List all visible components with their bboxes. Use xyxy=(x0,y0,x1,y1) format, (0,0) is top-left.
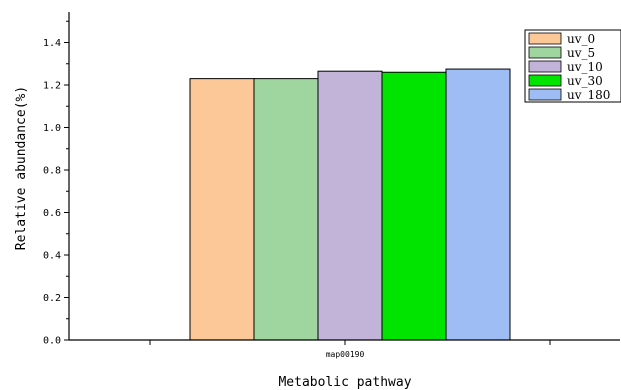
y-tick-label: 0.0 xyxy=(43,336,61,347)
bar-uv-180 xyxy=(445,68,511,341)
y-tick-label: 0.2 xyxy=(43,293,61,304)
y-tick-label: 1.4 xyxy=(43,38,61,49)
legend-swatch-uv-10 xyxy=(528,60,562,73)
bar-uv-0 xyxy=(189,78,255,341)
y-tick-label: 0.8 xyxy=(43,166,61,177)
legend-swatch-uv-5 xyxy=(528,46,562,59)
y-axis-ticks: 0.0 0.2 0.4 0.6 0.8 1.0 1.2 1.4 xyxy=(43,20,69,347)
bar-uv-5 xyxy=(253,78,319,341)
legend-label-uv-0: uv_0 xyxy=(567,32,595,46)
x-axis-title: Metabolic pathway xyxy=(278,375,411,390)
y-axis-title: Relative abundance(%) xyxy=(14,86,29,250)
y-tick-label: 0.4 xyxy=(43,251,61,262)
y-tick-label: 0.6 xyxy=(43,208,61,219)
x-tick-label-map00190: map00190 xyxy=(326,350,365,359)
legend-swatch-uv-0 xyxy=(528,32,562,45)
legend-label-uv-5: uv_5 xyxy=(567,46,595,60)
bar-uv-10 xyxy=(317,70,383,341)
y-tick-label: 1.2 xyxy=(43,81,61,92)
bars xyxy=(189,68,511,341)
legend-swatch-uv-30 xyxy=(528,74,562,87)
legend-label-uv-10: uv_10 xyxy=(567,60,603,74)
y-tick-label: 1.0 xyxy=(43,123,61,134)
x-axis-ticks xyxy=(149,340,551,345)
legend-label-uv-30: uv_30 xyxy=(567,74,603,88)
legend-swatch-uv-180 xyxy=(528,88,562,101)
bar-uv-30 xyxy=(381,71,447,341)
legend-label-uv-180: uv_180 xyxy=(567,88,610,102)
